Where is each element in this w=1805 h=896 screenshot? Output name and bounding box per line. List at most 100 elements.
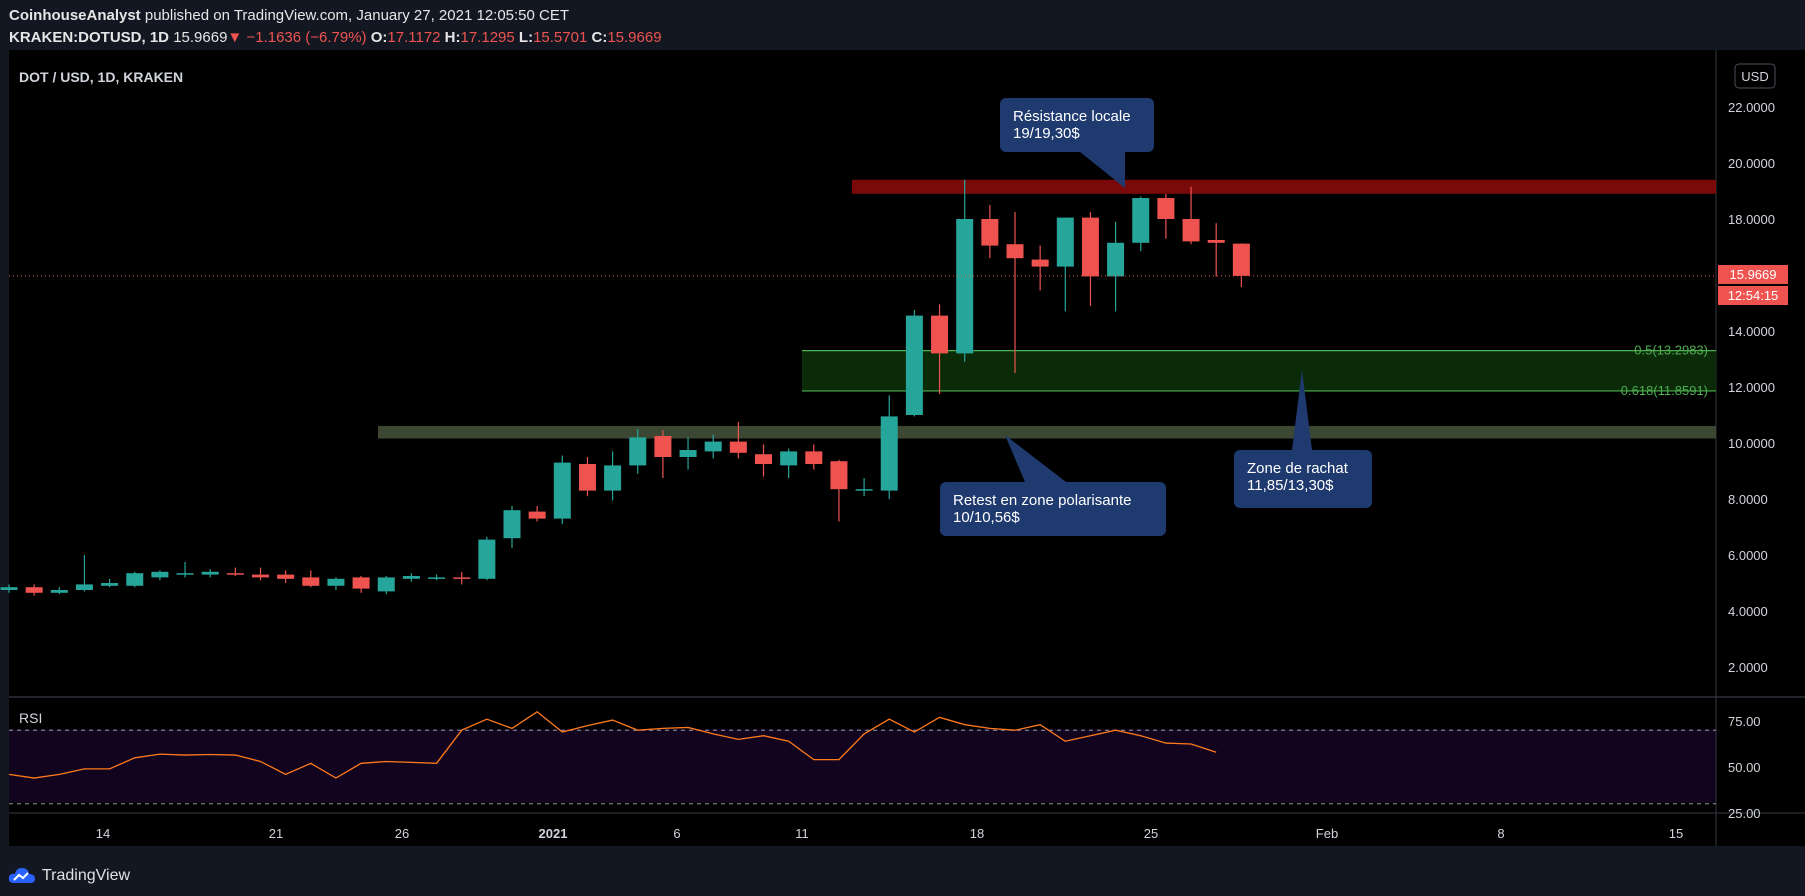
rsi-tick-label: 50.00	[1728, 760, 1761, 775]
y-tick-label: 20.0000	[1728, 156, 1775, 171]
candle-body	[855, 489, 873, 491]
close-label: C:	[591, 29, 608, 46]
callout-line1: Zone de rachat	[1247, 460, 1349, 477]
down-arrow-icon: ▼	[227, 29, 243, 46]
candle-body	[1232, 243, 1250, 276]
price-tag-label: 15.9669	[1730, 267, 1777, 282]
currency-button[interactable]	[1734, 63, 1776, 89]
candle-body	[25, 587, 43, 593]
candle-body	[327, 578, 345, 586]
candle-body	[226, 573, 244, 575]
callout-line1: Résistance locale	[1013, 108, 1131, 125]
candle-body	[780, 451, 798, 466]
author[interactable]: CoinhouseAnalyst	[9, 7, 141, 24]
price-axis[interactable]	[1716, 50, 1805, 846]
low-label: L:	[518, 29, 534, 46]
candle-body	[1157, 198, 1175, 219]
candle-body	[553, 462, 571, 519]
x-tick-label: 25	[1144, 826, 1158, 841]
candle-body	[1207, 240, 1225, 243]
candle-body	[755, 454, 772, 464]
candle-body	[905, 315, 923, 415]
rsi-tick-label: 25.00	[1728, 806, 1761, 821]
candle-body	[880, 416, 898, 491]
y-tick-label: 18.0000	[1728, 212, 1775, 227]
candle-body	[629, 437, 647, 466]
candle-body	[503, 510, 521, 539]
candle-body	[654, 436, 672, 457]
chart-title: DOT / USD, 1D, KRAKEN	[19, 69, 183, 85]
candle-body	[277, 574, 295, 579]
candle-body	[101, 583, 119, 586]
zone-polarized	[378, 425, 1716, 439]
candle-body	[126, 573, 144, 586]
rsi-tick-label: 75.00	[1728, 714, 1761, 729]
price-change: −1.1636 (−6.79%)	[246, 29, 367, 46]
callout-line1: Retest en zone polarisante	[953, 492, 1131, 509]
y-tick-label: 2.0000	[1728, 660, 1768, 675]
tradingview-logo[interactable]: TradingView	[8, 867, 130, 885]
fib-label: 0.618(11.8591)	[1621, 383, 1708, 398]
candle-body	[1081, 217, 1099, 277]
candle-body	[830, 461, 848, 490]
low-value: 15.5701	[533, 29, 588, 46]
candle-body	[75, 584, 93, 590]
y-tick-label: 12.0000	[1728, 380, 1775, 395]
price-tag	[1718, 265, 1788, 284]
callout-pointer	[1080, 152, 1125, 188]
candle-body	[528, 511, 546, 519]
candle-body	[1107, 242, 1125, 277]
open-value: 17.1172	[387, 29, 441, 46]
x-tick-label: 26	[395, 826, 409, 841]
countdown-tag	[1718, 286, 1788, 305]
x-tick-label: 11	[795, 826, 809, 841]
callout-pointer	[1005, 435, 1066, 482]
last-price: 15.9669	[173, 29, 228, 46]
y-tick-label: 10.0000	[1728, 436, 1775, 451]
candle-body	[302, 577, 320, 586]
callout-line2: 19/19,30$	[1013, 125, 1080, 142]
x-tick-label: 15	[1669, 826, 1683, 841]
candle-body	[428, 577, 446, 579]
chart-area[interactable]	[9, 50, 1716, 846]
callout-box	[1000, 98, 1154, 152]
candle-body	[352, 577, 370, 589]
close-value: 15.9669	[607, 29, 662, 46]
candle-body	[931, 315, 949, 354]
candle-body	[252, 574, 269, 578]
candle-body	[578, 464, 596, 491]
callout-box	[940, 482, 1166, 536]
candle-body	[704, 441, 722, 452]
high-value: 17.1295	[460, 29, 515, 46]
y-tick-label: 22.0000	[1728, 100, 1775, 115]
callout-line2: 10/10,56$	[953, 509, 1020, 526]
x-tick-label: 6	[673, 826, 680, 841]
header: CoinhouseAnalyst published on TradingVie…	[0, 0, 1805, 50]
candle-body	[1006, 244, 1024, 259]
countdown-tag-label: 12:54:15	[1728, 288, 1779, 303]
candle-body	[50, 590, 68, 593]
candle-body	[1056, 217, 1074, 267]
rsi-line	[8, 710, 1217, 779]
candle-body	[201, 571, 219, 575]
y-tick-label: 14.0000	[1728, 324, 1775, 339]
candle-body	[0, 587, 18, 590]
candle-body	[679, 450, 697, 457]
candle-body	[729, 441, 747, 453]
candle-body	[956, 219, 974, 354]
candle-body	[151, 571, 169, 578]
callout-pointer	[1292, 370, 1312, 450]
x-tick-label: 8	[1497, 826, 1504, 841]
y-tick-label: 8.0000	[1728, 492, 1768, 507]
zone-resistance	[852, 179, 1716, 194]
candle-body	[1182, 219, 1200, 242]
candle-body	[478, 539, 496, 579]
published-text: published on TradingView.com, January 27…	[144, 7, 570, 24]
candle-body	[1031, 259, 1049, 267]
symbol[interactable]: KRAKEN:DOTUSD, 1D	[9, 29, 170, 46]
candle-body	[402, 576, 420, 579]
x-tick-label: 18	[970, 826, 984, 841]
callout-line2: 11,85/13,30$	[1247, 477, 1334, 494]
x-tick-label: Feb	[1316, 826, 1338, 841]
